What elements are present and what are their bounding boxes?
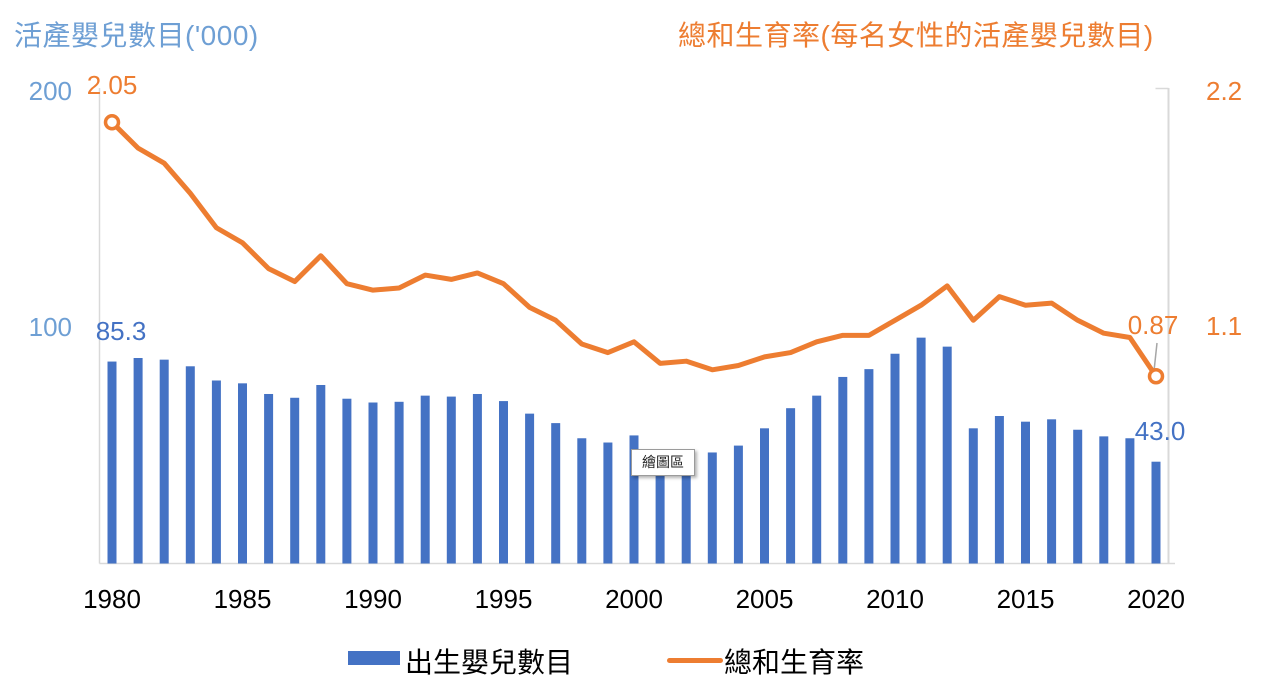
plot-area-tooltip: 繪圖區 bbox=[631, 449, 695, 476]
bar-1989[interactable] bbox=[342, 398, 352, 564]
bar-1996[interactable] bbox=[525, 413, 535, 564]
data-label-bar-last: 43.0 bbox=[1134, 416, 1186, 446]
x-tick-1980: 1980 bbox=[83, 584, 141, 614]
x-tick-2015: 2015 bbox=[996, 584, 1055, 614]
bar-1999[interactable] bbox=[603, 442, 613, 564]
bar-2007[interactable] bbox=[812, 395, 822, 564]
bar-1991[interactable] bbox=[394, 401, 404, 564]
legend-label-births[interactable]: 出生嬰兒數目 bbox=[405, 647, 574, 678]
bar-2005[interactable] bbox=[760, 428, 769, 564]
bar-1988[interactable] bbox=[316, 384, 326, 564]
legend-swatch-births[interactable] bbox=[348, 651, 400, 665]
bar-2017[interactable] bbox=[1073, 429, 1083, 564]
legend-swatch-fertility[interactable] bbox=[667, 658, 723, 663]
data-label-bar-first: 85.3 bbox=[95, 316, 147, 346]
bar-1992[interactable] bbox=[420, 395, 430, 564]
x-tick-2020: 2020 bbox=[1127, 584, 1185, 614]
data-label-line-last: 0.87 bbox=[1127, 310, 1179, 340]
bar-1994[interactable] bbox=[472, 393, 482, 564]
bar-1986[interactable] bbox=[264, 393, 274, 564]
bar-2016[interactable] bbox=[1047, 419, 1057, 564]
bar-2006[interactable] bbox=[786, 408, 796, 564]
bar-2009[interactable] bbox=[864, 369, 874, 564]
right-axis-title: 總和生育率(每名女性的活產嬰兒數目) bbox=[678, 20, 1154, 51]
bar-2003[interactable] bbox=[707, 452, 717, 564]
bar-2001[interactable] bbox=[655, 449, 665, 564]
line-marker-2020[interactable] bbox=[1147, 368, 1165, 385]
line-marker-1980[interactable] bbox=[103, 114, 121, 131]
right-axis-tick-2-2: 2.2 bbox=[1206, 76, 1243, 106]
bar-1980[interactable] bbox=[107, 361, 117, 564]
bar-2020[interactable] bbox=[1151, 461, 1161, 564]
right-axis-tick-1-1: 1.1 bbox=[1206, 311, 1243, 341]
bar-2013[interactable] bbox=[968, 428, 978, 564]
fertility-line[interactable] bbox=[109, 119, 1159, 379]
bar-1998[interactable] bbox=[577, 438, 587, 564]
data-label-line-first: 2.05 bbox=[86, 70, 138, 100]
bar-2011[interactable] bbox=[916, 337, 926, 564]
left-axis-title: 活產嬰兒數目('000) bbox=[14, 20, 259, 51]
bar-1985[interactable] bbox=[238, 383, 247, 564]
x-tick-2000: 2000 bbox=[605, 584, 663, 614]
bar-2012[interactable] bbox=[942, 346, 952, 564]
bar-1990[interactable] bbox=[368, 402, 378, 564]
bar-2008[interactable] bbox=[838, 376, 848, 564]
bar-1982[interactable] bbox=[159, 359, 169, 564]
bar-1993[interactable] bbox=[446, 396, 456, 564]
x-tick-1985: 1985 bbox=[213, 584, 272, 614]
left-axis-tick-100: 100 bbox=[28, 312, 72, 342]
bar-2014[interactable] bbox=[994, 416, 1004, 564]
x-tick-1995: 1995 bbox=[474, 584, 533, 614]
label-leader-line bbox=[1153, 342, 1158, 372]
bar-2002[interactable] bbox=[681, 449, 691, 564]
x-tick-2005: 2005 bbox=[735, 584, 794, 614]
bar-1987[interactable] bbox=[290, 397, 300, 564]
bar-2004[interactable] bbox=[733, 445, 743, 564]
bar-1997[interactable] bbox=[551, 423, 561, 564]
x-tick-1990: 1990 bbox=[344, 584, 402, 614]
bar-2000[interactable] bbox=[629, 435, 639, 564]
bar-2019[interactable] bbox=[1125, 438, 1135, 564]
bar-1981[interactable] bbox=[133, 358, 143, 564]
bar-2010[interactable] bbox=[890, 353, 900, 564]
left-axis-tick-200: 200 bbox=[28, 76, 72, 106]
bar-1983[interactable] bbox=[185, 366, 195, 564]
bar-1984[interactable] bbox=[211, 380, 221, 564]
bar-2018[interactable] bbox=[1099, 436, 1109, 564]
bar-2015[interactable] bbox=[1021, 421, 1030, 564]
x-tick-2010: 2010 bbox=[866, 584, 924, 614]
legend-label-fertility[interactable]: 總和生育率 bbox=[724, 647, 865, 678]
bar-1995[interactable] bbox=[499, 401, 508, 564]
